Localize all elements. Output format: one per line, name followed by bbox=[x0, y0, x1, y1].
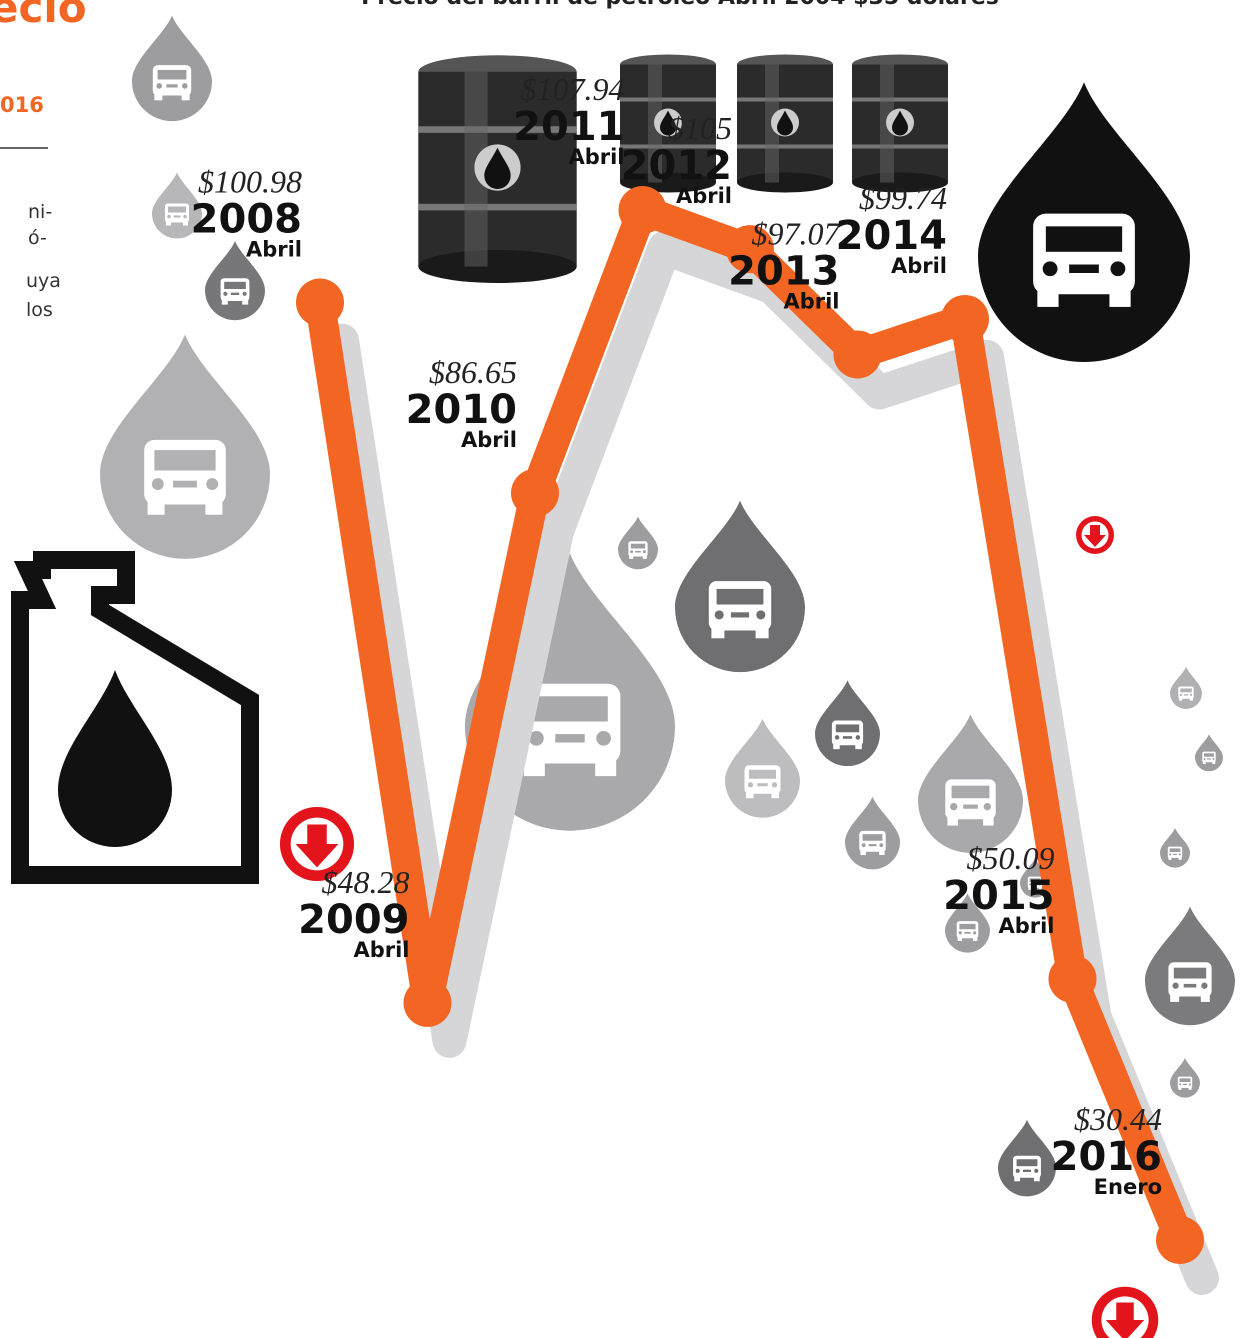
value-label: $50.09 bbox=[967, 840, 1055, 876]
year-label: 2012 bbox=[621, 143, 732, 189]
month-label: Enero bbox=[1094, 1175, 1162, 1199]
text-fragment: uya bbox=[26, 270, 61, 292]
text-fragments: ni- ó- uya los bbox=[26, 201, 61, 321]
text-fragment: ó- bbox=[28, 227, 47, 249]
year-label: 2010 bbox=[406, 387, 517, 433]
point bbox=[619, 186, 667, 234]
point bbox=[296, 279, 344, 327]
year-label: 2008 bbox=[191, 197, 302, 243]
infographic: Precio del barril de petróleo Abril 2004… bbox=[0, 0, 1244, 1338]
month-label: Abril bbox=[568, 145, 624, 169]
month-label: Abril bbox=[353, 938, 409, 962]
month-label: Abril bbox=[891, 254, 947, 278]
year-label: 2015 bbox=[943, 873, 1054, 919]
value-label: $48.28 bbox=[322, 864, 410, 900]
year-label: 2016 bbox=[1051, 1134, 1162, 1180]
point bbox=[1049, 955, 1097, 1003]
month-label: Abril bbox=[676, 184, 732, 208]
header: Precio del barril de petróleo Abril 2004… bbox=[361, 0, 999, 10]
year-label: 2014 bbox=[836, 213, 947, 259]
value-label: $99.74 bbox=[859, 180, 947, 216]
year-label: 2013 bbox=[728, 248, 839, 294]
value-label: $86.65 bbox=[429, 354, 517, 390]
value-label: $105 bbox=[668, 110, 732, 146]
text-fragment: ni- bbox=[28, 201, 52, 223]
point bbox=[1156, 1216, 1204, 1264]
month-label: Abril bbox=[246, 238, 302, 262]
title-fragment: ecio bbox=[0, 0, 87, 32]
subtitle-fragment: 016 bbox=[0, 93, 44, 117]
point bbox=[941, 295, 989, 343]
year-label: 2009 bbox=[298, 897, 409, 943]
point bbox=[834, 330, 882, 378]
text-fragment: los bbox=[26, 299, 53, 321]
value-label: $100.98 bbox=[198, 164, 302, 200]
month-label: Abril bbox=[783, 289, 839, 313]
value-label: $107.94 bbox=[521, 71, 625, 107]
year-label: 2011 bbox=[513, 104, 624, 150]
value-label: $97.07 bbox=[752, 215, 842, 251]
point bbox=[511, 469, 559, 517]
month-label: Abril bbox=[461, 428, 517, 452]
point bbox=[404, 979, 452, 1027]
month-label: Abril bbox=[998, 914, 1054, 938]
value-label: $30.44 bbox=[1074, 1101, 1162, 1137]
